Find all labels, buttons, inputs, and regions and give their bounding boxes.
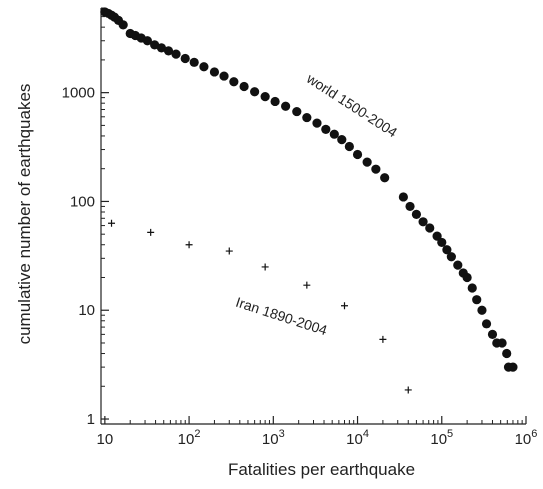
data-point-world xyxy=(398,192,408,202)
data-point-world xyxy=(502,348,512,359)
data-point-world xyxy=(163,46,174,56)
series-label-world: world 1500-2004 xyxy=(303,70,400,141)
data-point-world xyxy=(281,101,291,111)
data-point-world xyxy=(508,362,518,372)
data-point-world xyxy=(199,62,209,72)
data-point-world xyxy=(411,209,422,220)
data-point-world xyxy=(425,223,435,233)
data-point-world xyxy=(467,283,477,293)
x-tick-label: 105 xyxy=(430,428,453,448)
data-point-world xyxy=(321,124,331,134)
data-point-iran xyxy=(147,228,155,236)
y-tick-label: 1000 xyxy=(62,85,95,102)
data-point-world xyxy=(472,295,482,305)
data-point-world xyxy=(352,149,363,160)
y-axis-label: cumulative number of earthquakes xyxy=(15,84,34,345)
data-point-world xyxy=(329,129,339,139)
data-point-world xyxy=(156,43,167,53)
data-point-iran xyxy=(340,302,348,310)
x-tick-label: 104 xyxy=(346,428,369,448)
data-point-world xyxy=(171,49,181,59)
data-point-world xyxy=(337,135,347,145)
data-point-world xyxy=(180,53,190,64)
series-iran xyxy=(108,219,412,394)
data-point-world xyxy=(418,217,428,227)
series-label-iran: Iran 1890-2004 xyxy=(234,294,329,339)
data-point-world xyxy=(250,87,260,97)
y-tick-label: 100 xyxy=(70,193,95,210)
data-point-world xyxy=(229,77,239,87)
x-axis-label: Fatalities per earthquake xyxy=(228,460,415,479)
data-point-world xyxy=(371,164,381,174)
data-point-world xyxy=(362,157,372,167)
data-point-world xyxy=(260,91,270,102)
data-point-world xyxy=(432,231,442,241)
data-point-world xyxy=(142,36,153,46)
data-point-world xyxy=(481,319,492,329)
x-tick-label: 10 xyxy=(97,431,114,448)
data-point-world xyxy=(312,118,322,128)
data-point-iran xyxy=(185,241,193,249)
data-point-world xyxy=(497,338,507,348)
data-point-world xyxy=(302,112,312,123)
data-point-iran xyxy=(261,263,269,271)
data-point-iran xyxy=(379,335,387,343)
x-tick-label: 102 xyxy=(178,428,201,448)
data-point-world xyxy=(219,71,229,81)
data-point-world xyxy=(209,67,220,77)
data-point-world xyxy=(405,201,415,212)
series-world xyxy=(100,7,518,372)
data-point-world xyxy=(487,329,498,339)
data-point-world xyxy=(442,245,452,255)
data-point-world xyxy=(453,260,463,270)
data-point-iran xyxy=(108,219,116,227)
data-point-world xyxy=(477,305,487,315)
data-point-world xyxy=(292,106,302,117)
y-tick-label: 1 xyxy=(87,411,95,428)
data-point-world xyxy=(189,57,199,67)
y-tick-label: 10 xyxy=(78,302,95,319)
data-point-world xyxy=(270,96,280,107)
data-point-world xyxy=(118,20,128,30)
data-point-world xyxy=(239,81,249,92)
data-point-iran xyxy=(225,247,233,255)
y-axis-ticks: 1 10 100 1000 xyxy=(62,7,109,428)
data-point-iran xyxy=(303,281,311,289)
x-tick-label: 103 xyxy=(262,428,285,448)
data-point-world xyxy=(437,237,447,248)
x-axis-ticks: 10 102 103 104 105 106 xyxy=(97,416,538,448)
data-point-iran xyxy=(404,386,412,394)
x-tick-label: 106 xyxy=(515,428,538,448)
data-point-world xyxy=(446,252,456,262)
data-point-world xyxy=(462,272,472,283)
data-point-world xyxy=(380,173,390,183)
data-point-world xyxy=(344,141,354,152)
